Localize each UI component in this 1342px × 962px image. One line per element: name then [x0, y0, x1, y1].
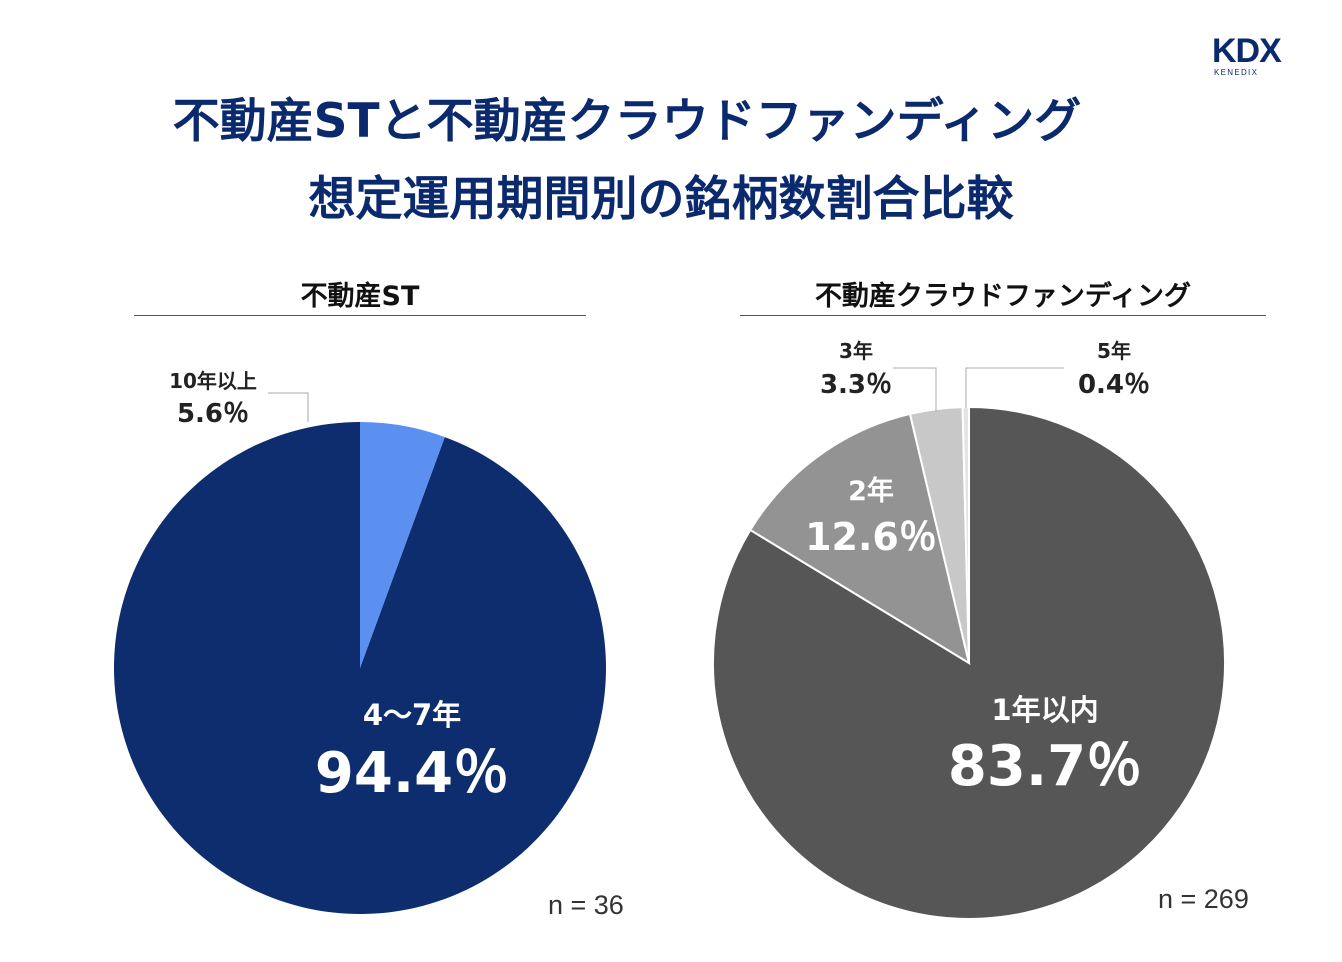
pie-1-slice-3-value: 0.4％	[1078, 370, 1150, 400]
pie-0-leader-1	[268, 392, 309, 422]
st-sample-size: n = 36	[548, 890, 624, 920]
cf-chart-title: 不動産クラウドファンディング	[814, 281, 1192, 312]
cf-title-rule	[740, 315, 1266, 316]
pie-0-slice-1	[360, 422, 445, 668]
pie-1-slice-2-label: 3年	[839, 339, 873, 363]
pie-1-leader-3	[965, 367, 1064, 408]
page-title-line-1: 不動産STと不動産クラウドファンディング	[172, 94, 1082, 149]
pie-1-slice-2-value: 3.3％	[820, 370, 892, 400]
pie-1-slice-1-label: 2年	[848, 475, 894, 507]
pie-1-slice-3-label: 5年	[1097, 339, 1131, 363]
pie-1-leader-2	[893, 367, 937, 412]
pie-0-slice-0-value: 94.4％	[315, 741, 509, 806]
logo-sub-text: KENEDIX	[1214, 68, 1259, 77]
pie-0-slice-1-label: 10年以上	[169, 369, 257, 393]
kdx-logo: KDX KENEDIX	[1212, 34, 1308, 80]
pie-1-slice-1	[748, 412, 971, 666]
pie-0-slice-1-value: 5.6％	[177, 399, 249, 429]
pie-0-slice-0-label: 4〜7年	[363, 698, 461, 732]
pie-1-slice-0-value: 83.7％	[948, 734, 1142, 799]
st-title-rule	[134, 315, 586, 316]
logo-main-text: KDX	[1212, 32, 1282, 70]
pie-0-slice-0	[113, 422, 606, 914]
pie-1-slice-1-value: 12.6％	[805, 515, 937, 559]
cf-sample-size: n = 269	[1158, 884, 1249, 914]
st-chart-title: 不動産ST	[300, 281, 420, 312]
pie-1-slice-0-label: 1年以内	[991, 693, 1098, 727]
page-title-line-2: 想定運用期間別の銘柄数割合比較	[308, 172, 1014, 227]
